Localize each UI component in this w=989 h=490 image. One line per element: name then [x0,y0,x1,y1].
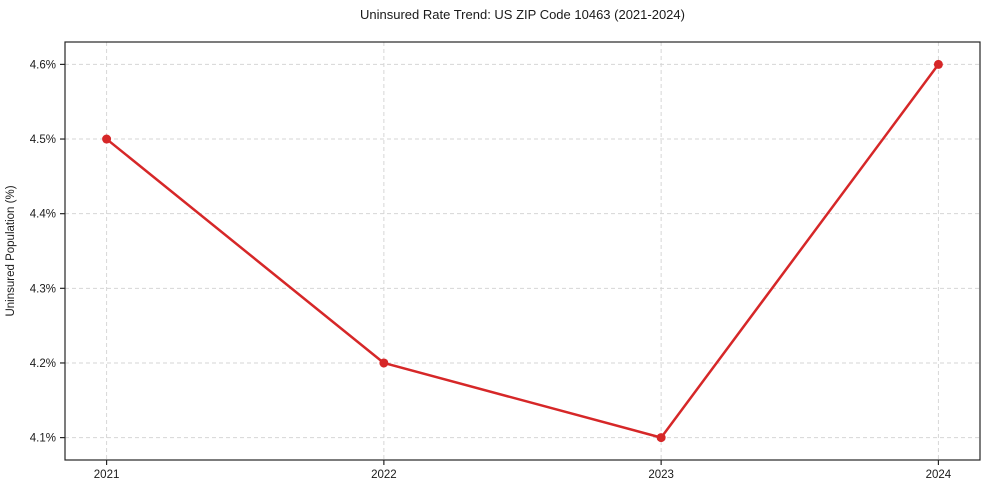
plot-border [64,41,981,461]
y-tick-label: 4.5% [30,134,56,146]
y-tick-label: 4.3% [30,283,56,295]
y-tick-label: 4.6% [30,59,56,71]
y-axis-label: Uninsured Population (%) [5,185,17,316]
x-tick-label: 2021 [94,469,120,481]
x-tick-label: 2022 [371,469,397,481]
x-tick-label: 2023 [648,469,674,481]
data-point [656,433,666,443]
data-point [102,134,112,144]
axis-ticks: 4.1% 4.2% 4.3% 4.4% 4.5% 4.6% 2021 2022 2023 2024 [30,59,952,481]
data-point [379,358,389,368]
chart-title: Uninsured Rate Trend: US ZIP Code 10463 … [360,7,685,22]
trend-line [105,63,940,439]
y-tick-label: 4.4% [30,209,56,221]
y-tick-label: 4.2% [30,358,56,370]
data-point [933,59,943,69]
data-points [102,59,943,443]
gridlines [65,42,980,460]
y-tick-label: 4.1% [30,433,56,445]
x-tick-label: 2024 [926,469,952,481]
